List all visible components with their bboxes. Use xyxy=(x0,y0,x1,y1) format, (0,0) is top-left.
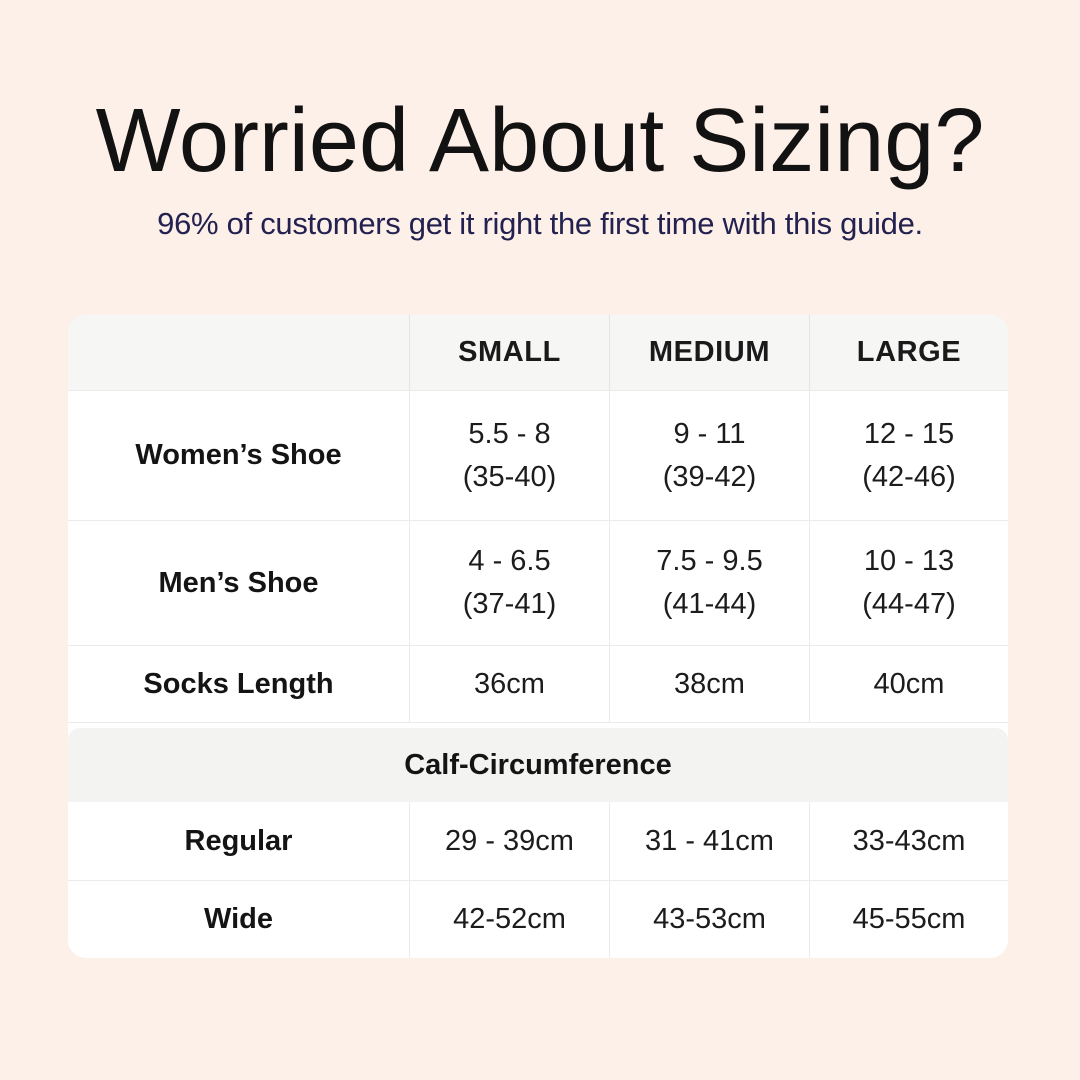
cell-wide-large: 45-55cm xyxy=(810,880,1008,958)
row-label: Socks Length xyxy=(68,645,410,722)
table-header-row: SMALL MEDIUM LARGE xyxy=(68,315,1008,390)
cell-value-eu: (35-40) xyxy=(462,460,557,493)
page-title: Worried About Sizing? xyxy=(95,91,985,191)
table-row-mens-shoe: Men’s Shoe 4 - 6.5 (37-41) 7.5 - 9.5 (41… xyxy=(68,520,1008,645)
cell-value: 10 - 13 xyxy=(863,545,955,577)
row-label: Women’s Shoe xyxy=(68,390,410,520)
cell-wide-medium: 43-53cm xyxy=(610,880,810,958)
cell-regular-medium: 31 - 41cm xyxy=(610,802,810,880)
size-table: SMALL MEDIUM LARGE Women’s Shoe 5.5 - 8 … xyxy=(68,315,1008,958)
cell-value: 9 - 11 xyxy=(673,417,746,450)
column-header-empty xyxy=(68,315,410,390)
cell-socks-small: 36cm xyxy=(410,645,610,722)
cell-value-eu: (42-46) xyxy=(862,460,956,493)
cell-regular-small: 29 - 39cm xyxy=(410,802,610,880)
cell-regular-large: 33-43cm xyxy=(852,824,966,857)
cell-womens-large: 12 - 15 (42-46) xyxy=(810,390,1008,520)
cell-mens-medium: 7.5 - 9.5 (41-44) xyxy=(610,520,810,645)
cell-value: 7.5 - 9.5 xyxy=(656,545,763,577)
row-label: Wide xyxy=(68,880,410,958)
cell-value: 12 - 15 xyxy=(863,417,955,450)
cell-womens-small: 5.5 - 8 (35-40) xyxy=(410,390,610,520)
cell-socks-medium: 38cm xyxy=(610,645,810,722)
column-header-small: SMALL xyxy=(410,315,610,390)
cell-value-eu: (44-47) xyxy=(862,588,956,620)
cell-value-eu: (37-41) xyxy=(462,588,557,620)
column-header-medium: MEDIUM xyxy=(610,315,810,390)
cell-value: 5.5 - 8 xyxy=(468,417,551,450)
cell-womens-medium: 9 - 11 (39-42) xyxy=(610,390,810,520)
column-header-large: LARGE xyxy=(856,336,962,368)
cell-value-eu: (41-44) xyxy=(662,588,757,620)
cell-value: 4 - 6.5 xyxy=(468,545,551,577)
page-subtitle: 96% of customers get it right the first … xyxy=(157,206,923,241)
table-row-womens-shoe: Women’s Shoe 5.5 - 8 (35-40) 9 - 11 (39-… xyxy=(68,390,1008,520)
section-header-wrap: Calf-Circumference xyxy=(68,722,1008,802)
cell-mens-small: 4 - 6.5 (37-41) xyxy=(410,520,610,645)
row-label: Men’s Shoe xyxy=(68,520,410,645)
table-row-regular: Regular 29 - 39cm 31 - 41cm 33-43cm xyxy=(68,802,1008,880)
row-label: Regular xyxy=(68,802,410,880)
cell-value-eu: (39-42) xyxy=(662,460,757,493)
cell-mens-large: 10 - 13 (44-47) xyxy=(810,520,1008,645)
cell-socks-large: 40cm xyxy=(810,645,1008,722)
table-row-socks-length: Socks Length 36cm 38cm 40cm xyxy=(68,645,1008,722)
section-header-calf-circumference: Calf-Circumference xyxy=(68,728,1008,802)
table-row-wide: Wide 42-52cm 43-53cm 45-55cm xyxy=(68,880,1008,958)
cell-wide-small: 42-52cm xyxy=(410,880,610,958)
